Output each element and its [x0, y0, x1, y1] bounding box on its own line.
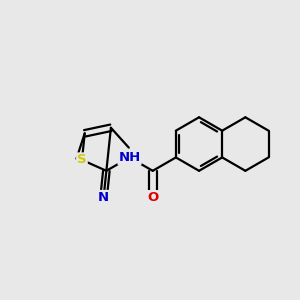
Text: S: S	[77, 153, 87, 167]
Text: NH: NH	[118, 151, 141, 164]
Text: N: N	[98, 191, 109, 204]
Text: O: O	[147, 191, 158, 204]
